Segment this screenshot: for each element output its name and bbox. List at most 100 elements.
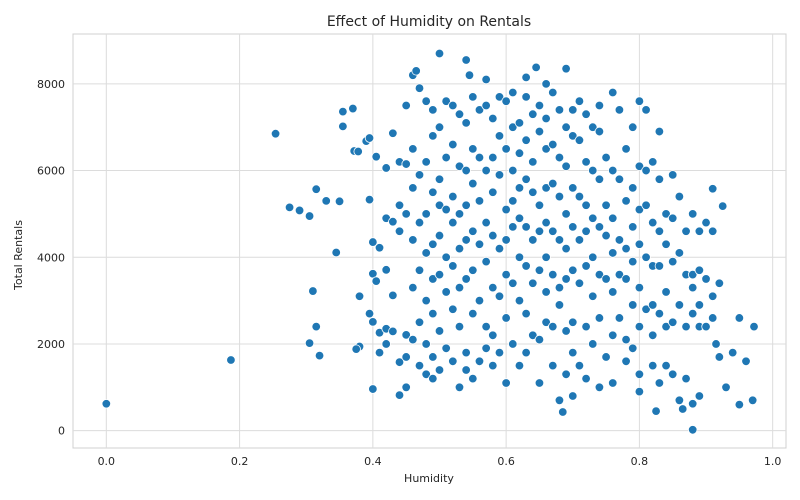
data-point xyxy=(494,347,505,358)
data-point xyxy=(621,274,631,284)
data-point xyxy=(628,343,638,353)
data-point xyxy=(488,187,498,197)
data-point xyxy=(628,222,638,232)
data-point xyxy=(481,217,491,228)
data-point xyxy=(648,157,658,167)
data-point xyxy=(561,326,571,336)
data-point xyxy=(461,365,471,375)
data-point xyxy=(668,170,678,180)
data-point xyxy=(594,126,605,137)
data-point xyxy=(651,406,661,416)
data-point xyxy=(621,144,631,154)
data-point xyxy=(353,146,363,157)
data-point xyxy=(594,313,605,323)
data-point xyxy=(528,330,538,340)
data-point xyxy=(621,334,631,345)
data-point xyxy=(394,200,405,210)
data-point xyxy=(321,196,331,206)
data-point xyxy=(668,213,678,223)
data-point xyxy=(608,213,618,223)
data-point xyxy=(454,161,465,171)
data-point xyxy=(634,161,645,171)
data-point xyxy=(614,269,625,280)
data-point xyxy=(548,87,558,98)
data-point xyxy=(608,330,618,340)
data-point xyxy=(408,334,418,345)
data-point xyxy=(528,187,538,197)
data-point xyxy=(514,118,525,128)
data-point xyxy=(588,252,598,262)
data-point xyxy=(674,300,685,310)
data-point xyxy=(508,339,518,349)
data-point xyxy=(581,373,591,384)
data-point xyxy=(668,369,678,380)
data-point xyxy=(508,165,518,176)
data-point xyxy=(448,100,458,111)
data-point xyxy=(574,96,585,106)
data-point xyxy=(541,183,551,193)
data-point xyxy=(501,144,511,154)
data-point xyxy=(694,265,705,275)
chart-title: Effect of Humidity on Rentals xyxy=(327,14,531,30)
data-point xyxy=(428,308,438,319)
data-point xyxy=(534,100,545,111)
data-point xyxy=(311,321,321,332)
data-point xyxy=(414,83,425,93)
data-point xyxy=(708,226,718,236)
data-point xyxy=(668,256,678,267)
data-point xyxy=(521,222,531,232)
data-point xyxy=(534,200,545,210)
data-point xyxy=(708,313,718,323)
data-point xyxy=(481,74,491,85)
data-point xyxy=(634,321,645,332)
data-point xyxy=(554,191,565,202)
data-point xyxy=(648,360,658,371)
data-point xyxy=(374,243,385,253)
data-point xyxy=(494,243,505,254)
data-point xyxy=(714,352,725,362)
data-point xyxy=(521,308,531,319)
data-point xyxy=(661,209,671,219)
data-point xyxy=(588,339,598,349)
y-tick-label: 2000 xyxy=(37,338,65,351)
y-tick-label: 6000 xyxy=(37,165,65,178)
data-point xyxy=(534,334,545,345)
data-point xyxy=(708,184,718,194)
data-point xyxy=(434,269,445,280)
data-point xyxy=(354,291,365,301)
data-point xyxy=(368,384,378,394)
data-point xyxy=(534,378,545,388)
data-point xyxy=(454,321,465,332)
data-point xyxy=(581,321,591,332)
data-point xyxy=(688,425,698,435)
data-point xyxy=(694,300,705,310)
data-point xyxy=(648,217,658,228)
data-point xyxy=(674,191,685,202)
data-point xyxy=(454,382,465,393)
data-points xyxy=(101,48,759,435)
data-point xyxy=(554,152,565,163)
data-point xyxy=(634,96,645,106)
data-point xyxy=(388,326,398,337)
data-point xyxy=(634,386,645,397)
data-point xyxy=(581,261,591,271)
data-point xyxy=(701,321,711,332)
data-point xyxy=(554,300,565,310)
data-point xyxy=(514,213,525,223)
data-point xyxy=(368,237,378,247)
data-point xyxy=(641,200,651,210)
data-point xyxy=(548,321,558,332)
data-point xyxy=(528,235,538,245)
data-point xyxy=(428,187,438,197)
x-tick-label: 0.0 xyxy=(98,455,116,468)
data-point xyxy=(654,174,665,184)
data-point xyxy=(508,196,518,206)
data-point xyxy=(501,235,511,245)
data-point xyxy=(468,144,478,154)
data-point xyxy=(421,339,431,349)
data-point xyxy=(408,144,418,154)
data-point xyxy=(514,360,525,371)
data-point xyxy=(414,170,425,180)
data-point xyxy=(494,170,505,180)
